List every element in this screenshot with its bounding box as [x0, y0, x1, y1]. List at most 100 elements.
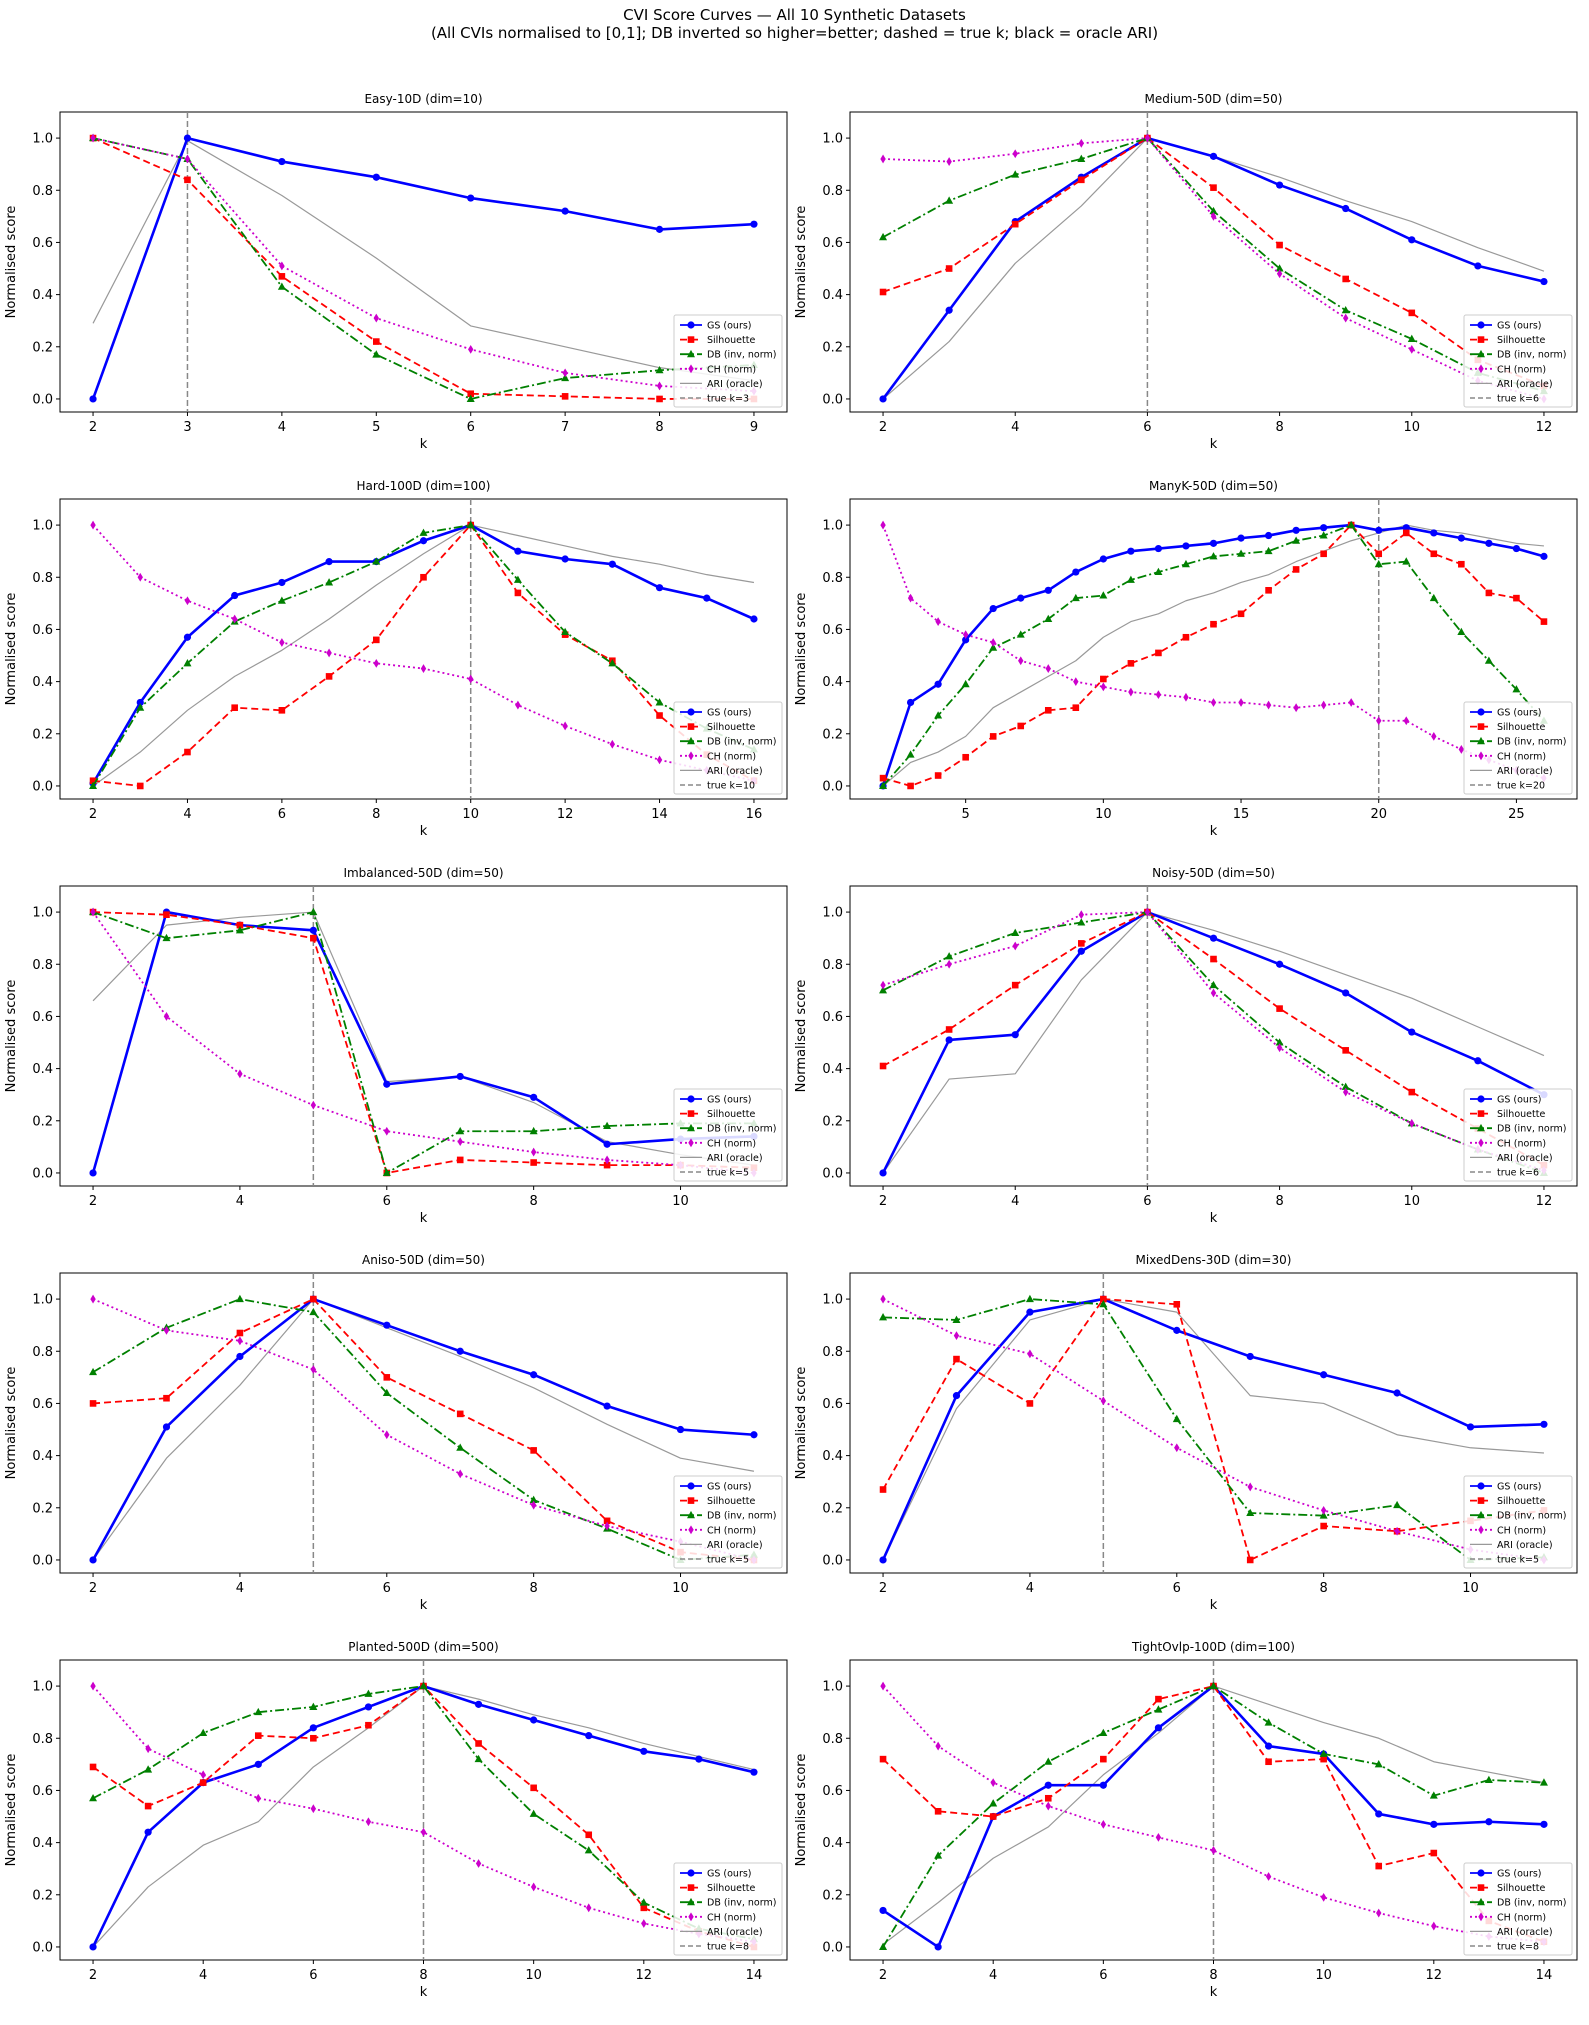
- legend-label: Silhouette: [1497, 722, 1545, 733]
- series-line-ari: [92, 911, 755, 1166]
- y-tick-label: 1.0: [32, 132, 53, 147]
- series-line-ari: [92, 1298, 755, 1561]
- data-point-ch: [255, 1793, 261, 1803]
- subplot-8: MixedDens-30D (dim=30) 0.0 0.2 0.4 0.6 0.8 1.0…: [794, 1253, 1578, 1613]
- data-point-sil: [1458, 560, 1465, 568]
- data-point-db: [1264, 1718, 1273, 1726]
- legend-label: ARI (oracle): [1497, 379, 1553, 390]
- data-point-sil: [89, 1763, 97, 1771]
- data-point-db: [513, 575, 522, 583]
- data-point-sil: [879, 1755, 887, 1763]
- series-line-db: [92, 137, 755, 400]
- data-point-gs: [1375, 1810, 1383, 1818]
- series-line-ch: [92, 137, 755, 393]
- data-point-ch: [1155, 1832, 1162, 1842]
- data-point-sil: [1276, 241, 1283, 249]
- data-point-db: [1539, 1778, 1548, 1786]
- x-axis-label: k: [1210, 824, 1218, 839]
- data-point-db: [466, 394, 475, 402]
- data-point-sil: [1017, 722, 1025, 730]
- legend-label: Silhouette: [707, 722, 755, 733]
- legend: GS (ours) Silhouette DB (inv, norm) CH (nor…: [1463, 314, 1573, 408]
- y-tick-label: 1.0: [822, 1680, 843, 1695]
- data-point-db: [1077, 918, 1086, 926]
- data-point-db: [1025, 1294, 1034, 1303]
- data-point-ch: [475, 1859, 482, 1868]
- data-point-ch: [604, 1521, 610, 1531]
- data-point-ch: [609, 739, 616, 749]
- data-point-db: [309, 1307, 318, 1316]
- data-point-gs: [608, 560, 616, 568]
- data-point-db: [561, 373, 570, 382]
- data-point-ch: [1265, 1872, 1272, 1881]
- data-point-sil: [278, 707, 286, 714]
- data-point-sil: [561, 393, 569, 400]
- y-tick-label: 0.8: [32, 958, 53, 973]
- data-point-ch: [90, 520, 96, 530]
- data-point-gs: [1485, 1818, 1493, 1826]
- data-point-sil: [1246, 1556, 1254, 1564]
- x-tick-label: 15: [1233, 807, 1250, 822]
- legend-label: DB (inv, norm): [707, 350, 776, 361]
- y-tick-label: 0.2: [32, 1114, 53, 1129]
- legend-marker: [1477, 1095, 1485, 1103]
- data-point-db: [372, 557, 381, 565]
- data-point-gs: [934, 1943, 942, 1951]
- legend-label: true k=5: [707, 1168, 749, 1179]
- legend-label: Silhouette: [1497, 1496, 1545, 1507]
- data-point-ch: [1100, 682, 1107, 692]
- x-tick-label: 4: [989, 1968, 997, 1983]
- x-tick-label: 6: [1099, 1968, 1107, 1983]
- series-line-db: [882, 524, 1545, 787]
- data-point-gs: [561, 555, 569, 563]
- data-point-sil: [962, 753, 969, 761]
- data-point-sil: [1100, 1755, 1107, 1763]
- data-point-ch: [1174, 1443, 1180, 1453]
- y-tick-label: 0.6: [32, 236, 53, 251]
- data-point-db: [1016, 630, 1025, 638]
- series-line-sil: [92, 524, 755, 787]
- data-point-db: [529, 1126, 538, 1135]
- legend-label: GS (ours): [707, 321, 752, 332]
- data-point-db: [1275, 264, 1284, 272]
- data-point-ch: [1045, 664, 1051, 673]
- plot-frame: [59, 885, 788, 1187]
- data-point-ch: [1027, 1349, 1033, 1359]
- data-point-sil: [136, 782, 144, 790]
- data-point-db: [1126, 575, 1135, 583]
- x-tick-label: 3: [183, 420, 191, 435]
- data-point-db: [1246, 1508, 1255, 1516]
- legend-label: true k=5: [707, 1555, 749, 1566]
- legend-label: CH (norm): [707, 1912, 756, 1923]
- y-tick-label: 0.2: [822, 727, 843, 742]
- series-line-gs: [91, 1297, 755, 1561]
- data-point-db: [466, 520, 475, 529]
- data-point-ch: [1409, 344, 1415, 354]
- data-point-gs: [750, 1431, 758, 1439]
- data-point-ch: [310, 1804, 317, 1814]
- series-line-ari: [92, 524, 755, 787]
- legend-marker: [687, 336, 695, 343]
- legend-label: CH (norm): [1497, 1525, 1546, 1536]
- data-point-sil: [1044, 1794, 1052, 1802]
- data-point-gs: [676, 1425, 685, 1434]
- data-point-ch: [90, 907, 96, 917]
- y-tick-label: 0.6: [32, 1397, 53, 1412]
- legend-marker: [687, 1123, 695, 1132]
- data-point-gs: [1264, 1742, 1273, 1750]
- legend-label: DB (inv, norm): [707, 1511, 776, 1522]
- legend-label: Silhouette: [1497, 1109, 1545, 1120]
- data-point-gs: [1099, 1781, 1107, 1789]
- y-tick-label: 0.0: [822, 1553, 843, 1568]
- data-point-sil: [456, 1410, 464, 1418]
- y-axis-label: Normalised score: [4, 980, 19, 1093]
- data-point-gs: [1209, 934, 1218, 942]
- data-point-ch: [946, 157, 952, 166]
- data-point-db: [1429, 1791, 1438, 1799]
- y-tick-label: 0.4: [32, 1836, 53, 1851]
- legend-label: true k=8: [707, 1942, 749, 1953]
- data-point-ch: [935, 617, 941, 627]
- y-tick-label: 0.0: [822, 392, 843, 407]
- legend-marker: [1477, 1497, 1485, 1504]
- legend: GS (ours) Silhouette DB (inv, norm) CH (nor…: [673, 1862, 783, 1956]
